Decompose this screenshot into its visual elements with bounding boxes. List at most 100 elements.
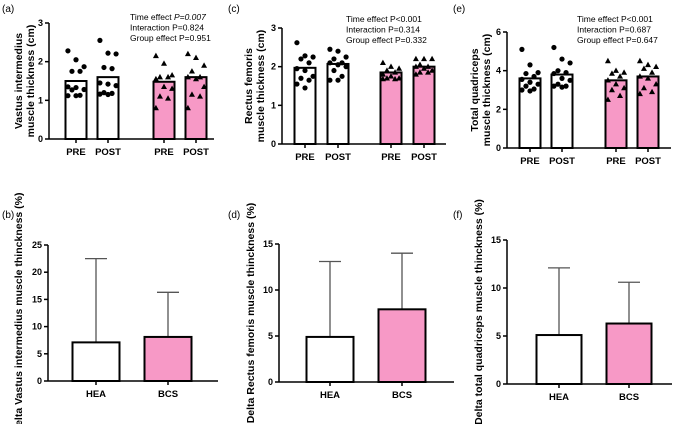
data-point	[379, 71, 386, 77]
stat-annotation: Time effect P<0.001	[577, 14, 653, 24]
data-point	[310, 73, 316, 79]
data-point	[97, 91, 103, 97]
y-axis-label: Vastus intermedius	[13, 33, 25, 129]
data-point	[425, 69, 432, 75]
y-tick-label: 2	[271, 62, 276, 72]
data-point	[302, 85, 308, 91]
data-point	[335, 48, 341, 54]
data-point	[649, 69, 656, 75]
data-point	[65, 48, 71, 54]
data-point	[327, 60, 333, 66]
x-tick-label: PRE	[66, 147, 86, 158]
data-point	[617, 92, 624, 98]
y-tick-label: 25	[32, 240, 42, 250]
panel-label: (d)	[228, 210, 240, 221]
bar-bcs-pre	[379, 71, 403, 145]
y-axis-label: Rectus femoris	[243, 48, 255, 124]
y-tick-label: 1	[271, 100, 276, 110]
bar-bcs	[605, 322, 653, 385]
bar-hea-pre	[518, 77, 542, 149]
p-value: P=0.314	[388, 25, 420, 35]
data-point	[555, 68, 561, 74]
data-point	[613, 81, 619, 87]
data-point	[306, 77, 312, 83]
data-point	[519, 46, 525, 53]
data-point	[416, 61, 423, 67]
data-point	[165, 95, 172, 101]
p-value: P=0.824	[172, 23, 204, 33]
data-point	[335, 77, 341, 83]
data-point	[636, 90, 643, 97]
data-point	[197, 73, 204, 80]
data-point	[335, 62, 341, 68]
data-point	[188, 68, 195, 74]
data-point	[298, 56, 304, 62]
y-tick-label: 4	[496, 66, 501, 76]
y-tick-label: 2	[496, 104, 501, 114]
data-point	[302, 53, 308, 59]
data-point	[65, 84, 71, 90]
data-point	[184, 73, 191, 80]
x-tick-label: HEA	[320, 390, 340, 401]
stat-label: Interaction	[346, 25, 388, 35]
data-point	[81, 64, 87, 70]
data-point	[645, 61, 651, 68]
data-point	[184, 50, 191, 57]
y-tick-label: 0	[271, 139, 276, 149]
data-point	[302, 67, 308, 74]
data-point	[640, 65, 647, 71]
data-point	[379, 59, 386, 65]
x-tick-label: POST	[95, 147, 121, 158]
x-tick-label: BCS	[392, 390, 412, 401]
data-point	[421, 55, 427, 62]
data-point	[169, 72, 176, 78]
data-point	[559, 75, 565, 81]
data-point	[156, 73, 163, 80]
bar-bcs-post	[636, 75, 660, 149]
data-point	[653, 81, 660, 87]
x-tick-label: BCS	[619, 392, 639, 403]
p-value: P=0.647	[626, 35, 658, 45]
data-point	[113, 83, 119, 89]
data-point	[388, 73, 394, 79]
data-point	[551, 70, 557, 77]
data-point	[161, 83, 167, 89]
data-point	[169, 85, 176, 91]
data-point	[519, 87, 525, 93]
data-point	[294, 81, 300, 87]
data-point	[559, 84, 565, 90]
data-point	[608, 86, 615, 93]
data-point	[636, 57, 643, 64]
data-point	[161, 60, 167, 66]
data-point	[184, 104, 191, 111]
data-point	[392, 75, 399, 82]
bar-hea	[535, 334, 583, 386]
data-point	[653, 63, 660, 69]
bar-bcs	[143, 335, 193, 383]
data-point	[101, 64, 107, 71]
stat-annotation: Group effect P=0.332	[346, 35, 427, 45]
x-tick-label: PRE	[154, 147, 174, 158]
data-point	[152, 75, 159, 82]
y-axis-label: Delta total quadriceps muscle thinckness…	[473, 199, 485, 424]
data-point	[306, 60, 312, 66]
data-point	[563, 83, 569, 89]
y-tick-label: 15	[263, 239, 273, 249]
y-tick-label: 1	[38, 95, 43, 105]
x-tick-label: POST	[411, 152, 437, 163]
data-point	[645, 75, 651, 81]
data-point	[604, 77, 611, 83]
data-point	[551, 83, 557, 89]
y-axis-label: Delta Rectus femoris muscle thinckness (…	[245, 203, 257, 424]
stat-label: Group effect	[577, 35, 626, 45]
x-tick-label: POST	[549, 156, 575, 167]
stat-annotation: Interaction P=0.687	[577, 25, 651, 35]
y-axis-label: muscle thickness (cm)	[255, 30, 267, 143]
y-tick-label: 0	[496, 143, 501, 153]
data-point	[339, 73, 345, 79]
y-tick-label: 0	[37, 376, 42, 386]
data-point	[396, 65, 403, 71]
data-point	[109, 66, 115, 72]
x-tick-label: HEA	[86, 389, 106, 400]
